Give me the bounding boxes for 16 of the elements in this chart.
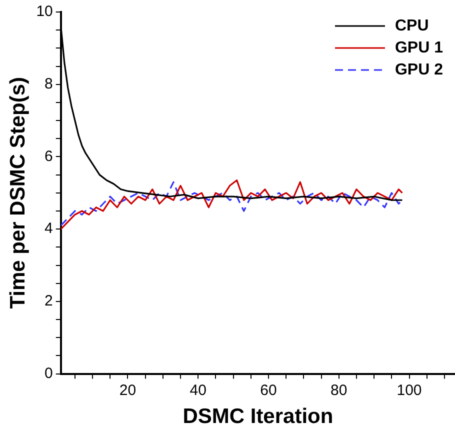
x-tick-label: 80	[330, 382, 348, 399]
y-tick-label: 8	[44, 76, 53, 92]
y-tick-label: 4	[44, 220, 53, 238]
x-tick-label: 40	[190, 382, 206, 399]
x-tick-label: 60	[260, 382, 277, 399]
y-tick-label: 10	[36, 3, 53, 20]
x-tick-label: 100	[396, 382, 422, 399]
legend-label: CPU	[394, 17, 429, 34]
x-tick-label: 20	[119, 382, 136, 399]
y-tick-label: 2	[44, 292, 53, 310]
y-axis-title: Time per DSMC Step(s)	[6, 76, 30, 309]
legend-label: GPU 1	[394, 39, 444, 56]
legend-label: GPU 2	[394, 61, 444, 78]
y-tick-label: 6	[44, 148, 53, 165]
x-axis-title: DSMC Iteration	[182, 405, 334, 428]
y-tick-label: 0	[44, 364, 53, 382]
